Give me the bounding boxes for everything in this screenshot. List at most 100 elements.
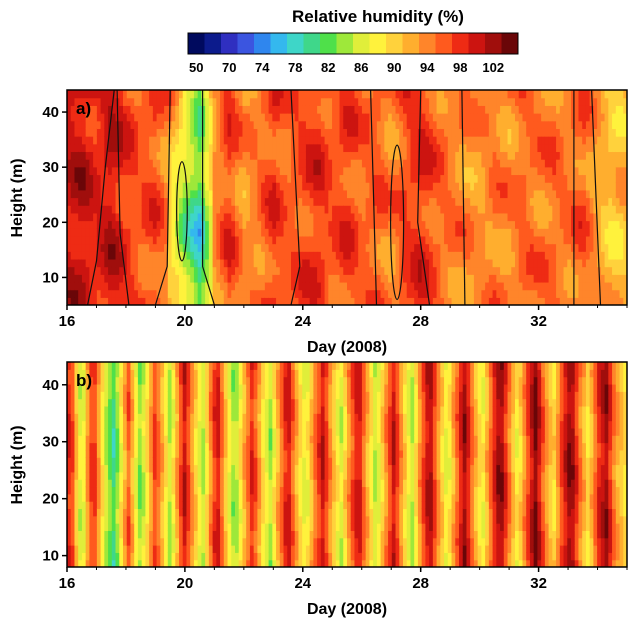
heatmap-cell bbox=[141, 128, 146, 137]
heatmap-cell bbox=[67, 159, 72, 168]
heatmap-cell bbox=[376, 128, 382, 137]
heatmap-cell bbox=[141, 398, 146, 407]
heatmap-cell bbox=[220, 289, 225, 298]
heatmap-cell bbox=[462, 251, 468, 260]
heatmap-cell bbox=[85, 243, 90, 252]
heatmap-cell bbox=[432, 281, 438, 291]
heatmap-cell bbox=[126, 120, 132, 129]
heatmap-cell bbox=[619, 97, 624, 106]
heatmap-cell bbox=[320, 297, 326, 305]
heatmap-cell bbox=[126, 205, 132, 214]
heatmap-cell bbox=[96, 174, 102, 183]
heatmap-cell bbox=[152, 501, 158, 510]
heatmap-cell bbox=[100, 166, 105, 176]
heatmap-cell bbox=[526, 220, 531, 229]
heatmap-cell bbox=[74, 143, 79, 153]
heatmap-cell bbox=[361, 205, 367, 214]
heatmap-cell bbox=[425, 212, 430, 222]
heatmap-cell bbox=[429, 120, 434, 129]
heatmap-cell bbox=[350, 274, 356, 283]
heatmap-cell bbox=[152, 120, 158, 129]
heatmap-cell bbox=[190, 182, 195, 191]
heatmap-cell bbox=[477, 197, 482, 206]
heatmap-cell bbox=[119, 136, 124, 145]
heatmap-cell bbox=[447, 136, 453, 145]
heatmap-cell bbox=[283, 113, 288, 122]
heatmap-cell bbox=[104, 174, 109, 183]
heatmap-cell bbox=[134, 449, 139, 458]
heatmap-cell bbox=[149, 143, 154, 153]
heatmap-cell bbox=[619, 220, 624, 229]
heatmap-cell bbox=[130, 376, 135, 385]
heatmap-cell bbox=[470, 174, 475, 183]
heatmap-cell bbox=[276, 151, 281, 160]
heatmap-cell bbox=[264, 113, 270, 122]
heatmap-cell bbox=[81, 530, 87, 539]
heatmap-cell bbox=[496, 258, 501, 268]
heatmap-cell bbox=[324, 151, 329, 160]
heatmap-cell bbox=[619, 143, 624, 153]
heatmap-cell bbox=[399, 189, 404, 199]
heatmap-cell bbox=[104, 143, 109, 153]
heatmap-cell bbox=[186, 136, 191, 145]
heatmap-cell bbox=[104, 258, 109, 268]
heatmap-cell bbox=[600, 258, 606, 268]
heatmap-cell bbox=[152, 274, 158, 283]
heatmap-cell bbox=[589, 166, 594, 176]
heatmap-cell bbox=[287, 251, 292, 260]
heatmap-cell bbox=[123, 128, 128, 137]
heatmap-cell bbox=[332, 220, 337, 229]
heatmap-cell bbox=[462, 90, 468, 99]
heatmap-cell bbox=[223, 297, 229, 305]
heatmap-cell bbox=[220, 113, 225, 122]
heatmap-cell bbox=[70, 274, 76, 283]
heatmap-cell bbox=[313, 120, 318, 129]
heatmap-cell bbox=[130, 537, 135, 546]
heatmap-cell bbox=[182, 182, 188, 191]
heatmap-cell bbox=[552, 274, 557, 283]
heatmap-cell bbox=[358, 281, 363, 291]
heatmap-cell bbox=[74, 493, 79, 502]
heatmap-cell bbox=[190, 159, 195, 168]
heatmap-cell bbox=[343, 212, 348, 222]
heatmap-cell bbox=[623, 166, 627, 176]
heatmap-cell bbox=[264, 128, 270, 137]
heatmap-cell bbox=[134, 369, 139, 378]
heatmap-cell bbox=[67, 281, 72, 291]
heatmap-cell bbox=[81, 427, 87, 436]
heatmap-cell bbox=[529, 174, 535, 183]
heatmap-cell bbox=[395, 90, 400, 99]
heatmap-cell bbox=[507, 274, 512, 283]
heatmap-cell bbox=[294, 166, 300, 176]
heatmap-cell bbox=[473, 105, 479, 114]
heatmap-cell bbox=[410, 90, 415, 99]
heatmap-cell bbox=[100, 97, 105, 106]
heatmap-cell bbox=[89, 120, 94, 129]
heatmap-cell bbox=[335, 243, 341, 252]
heatmap-cell bbox=[384, 113, 389, 122]
heatmap-cell bbox=[137, 143, 143, 153]
heatmap-cell bbox=[115, 405, 120, 414]
heatmap-cell bbox=[556, 136, 561, 145]
heatmap-cell bbox=[111, 281, 117, 291]
heatmap-cell bbox=[548, 243, 553, 252]
heatmap-cell bbox=[492, 281, 497, 291]
heatmap-cell bbox=[78, 537, 83, 546]
heatmap-cell bbox=[85, 182, 90, 191]
heatmap-cell bbox=[108, 391, 113, 400]
heatmap-cell bbox=[294, 297, 300, 305]
heatmap-cell bbox=[515, 189, 520, 199]
heatmap-cell bbox=[410, 143, 415, 153]
heatmap-cell bbox=[406, 281, 412, 291]
heatmap-cell bbox=[205, 266, 210, 275]
colorbar-swatch bbox=[468, 33, 486, 54]
heatmap-cell bbox=[190, 120, 195, 129]
heatmap-cell bbox=[440, 281, 445, 291]
heatmap-cell bbox=[529, 128, 535, 137]
heatmap-cell bbox=[470, 120, 475, 129]
heatmap-cell bbox=[361, 143, 367, 153]
heatmap-cell bbox=[231, 266, 236, 275]
heatmap-cell bbox=[324, 105, 329, 114]
heatmap-cell bbox=[272, 281, 277, 291]
heatmap-cell bbox=[432, 151, 438, 160]
